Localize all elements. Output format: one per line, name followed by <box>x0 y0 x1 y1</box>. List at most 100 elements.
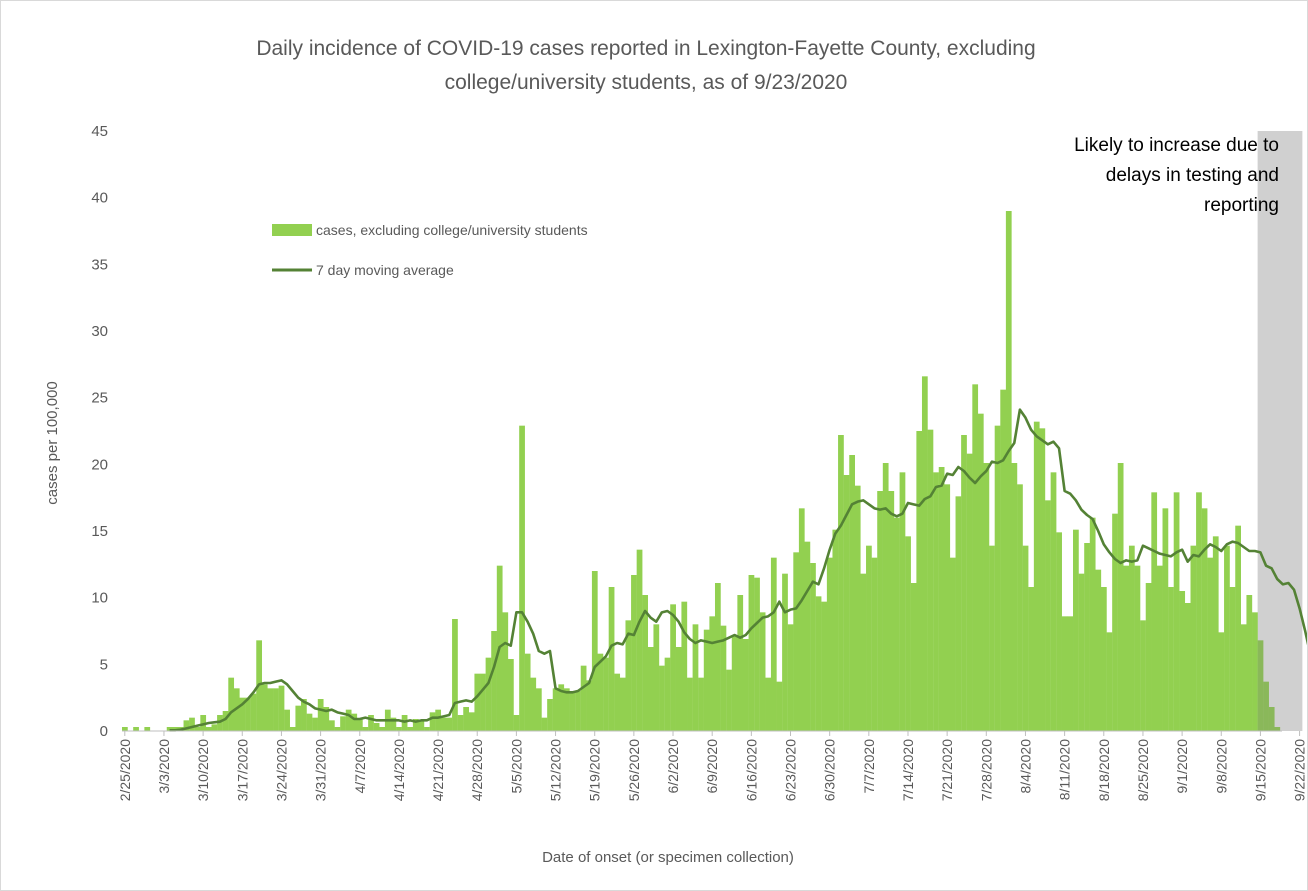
shaded-region-label-line: reporting <box>1204 195 1279 216</box>
bar <box>508 659 514 731</box>
bar <box>1117 463 1124 731</box>
bar <box>994 425 1001 731</box>
bar <box>709 616 716 731</box>
bar <box>1173 492 1180 731</box>
y-tick-label: 20 <box>91 456 108 473</box>
bar <box>412 719 419 731</box>
x-axis-label: Date of onset (or specimen collection) <box>542 849 794 866</box>
bar <box>273 688 279 731</box>
shaded-region-annotation: Likely to increase due to delays in testi… <box>1074 135 1279 216</box>
bar <box>340 716 346 731</box>
legend: cases, excluding college/university stud… <box>272 222 588 278</box>
bar <box>457 715 464 731</box>
bar <box>390 717 397 731</box>
y-tick-label: 30 <box>91 323 108 340</box>
bar <box>821 601 828 731</box>
x-tick-label: 5/26/2020 <box>626 739 642 801</box>
bar <box>782 573 788 731</box>
x-tick-label: 3/10/2020 <box>195 739 211 801</box>
bar <box>927 429 934 731</box>
bar <box>597 653 604 731</box>
bar <box>1056 532 1062 731</box>
bar <box>1184 603 1191 731</box>
bar <box>217 715 223 731</box>
bar <box>647 647 654 731</box>
bar <box>368 715 374 731</box>
x-tick-label: 6/9/2020 <box>704 739 720 794</box>
bar <box>122 727 128 731</box>
y-axis-label: cases per 100,000 <box>44 381 61 504</box>
bar <box>726 669 732 731</box>
x-tick-label: 6/16/2020 <box>743 739 759 801</box>
moving-average-layer <box>169 408 1308 732</box>
bar <box>379 727 386 731</box>
bar <box>1028 587 1035 731</box>
bar <box>362 727 369 731</box>
bar <box>748 575 755 731</box>
bar <box>692 624 699 731</box>
bar <box>905 536 911 731</box>
y-tick-label: 25 <box>91 390 108 407</box>
bar <box>312 717 318 731</box>
bar <box>580 665 587 731</box>
x-tick-label: 2/25/2020 <box>117 739 133 801</box>
x-tick-label: 8/11/2020 <box>1057 739 1073 800</box>
shaded-region-label-line: Likely to increase due to <box>1074 135 1279 156</box>
bar <box>1196 492 1202 731</box>
bar <box>1201 508 1208 731</box>
bar <box>659 665 665 731</box>
bar <box>245 697 251 731</box>
bar <box>519 425 525 731</box>
legend-label-cases: cases, excluding college/university stud… <box>316 222 588 238</box>
bar <box>1078 573 1085 731</box>
y-tick-label: 0 <box>100 723 108 740</box>
bar <box>407 727 414 731</box>
x-axis-ticks: 2/25/2020 3/3/2020 3/10/2020 3/17/2020 3/24/… <box>117 731 1308 801</box>
y-tick-label: 45 <box>91 123 108 140</box>
bar <box>921 376 928 731</box>
bar <box>591 571 598 731</box>
x-tick-label: 9/22/2020 <box>1292 739 1308 801</box>
x-tick-label: 3/31/2020 <box>313 739 329 801</box>
bar <box>877 491 883 731</box>
x-tick-label: 4/28/2020 <box>469 739 485 801</box>
bar <box>882 463 889 731</box>
bar <box>916 431 923 731</box>
bar <box>446 717 453 731</box>
bar <box>552 688 559 731</box>
bar <box>396 727 402 731</box>
bar <box>491 631 497 731</box>
bar <box>541 717 548 731</box>
bar <box>838 435 844 731</box>
bar <box>675 647 682 731</box>
bar <box>720 625 727 731</box>
bar <box>586 680 593 731</box>
moving-average-line <box>169 408 1308 732</box>
bar <box>535 688 542 731</box>
bar <box>888 491 895 731</box>
x-tick-label: 5/5/2020 <box>508 739 524 794</box>
bar <box>401 715 408 731</box>
bar <box>575 691 581 731</box>
legend-swatch-cases <box>272 224 312 236</box>
bar <box>977 413 984 731</box>
x-tick-label: 4/14/2020 <box>391 739 407 801</box>
bar <box>228 677 235 731</box>
bar <box>435 709 442 731</box>
bar <box>714 583 721 731</box>
bar <box>1050 472 1057 731</box>
bar <box>513 715 520 731</box>
bar <box>480 673 486 731</box>
bar <box>810 563 816 731</box>
bar <box>1246 595 1253 731</box>
bar <box>642 595 649 731</box>
bar <box>530 677 537 731</box>
bar <box>737 595 744 731</box>
bar <box>1045 500 1051 731</box>
bar <box>603 657 609 731</box>
bar <box>1145 583 1152 731</box>
shaded-region-layer <box>1257 131 1303 731</box>
bar <box>1073 529 1079 731</box>
bar <box>776 681 783 731</box>
shaded-region <box>1257 131 1303 731</box>
